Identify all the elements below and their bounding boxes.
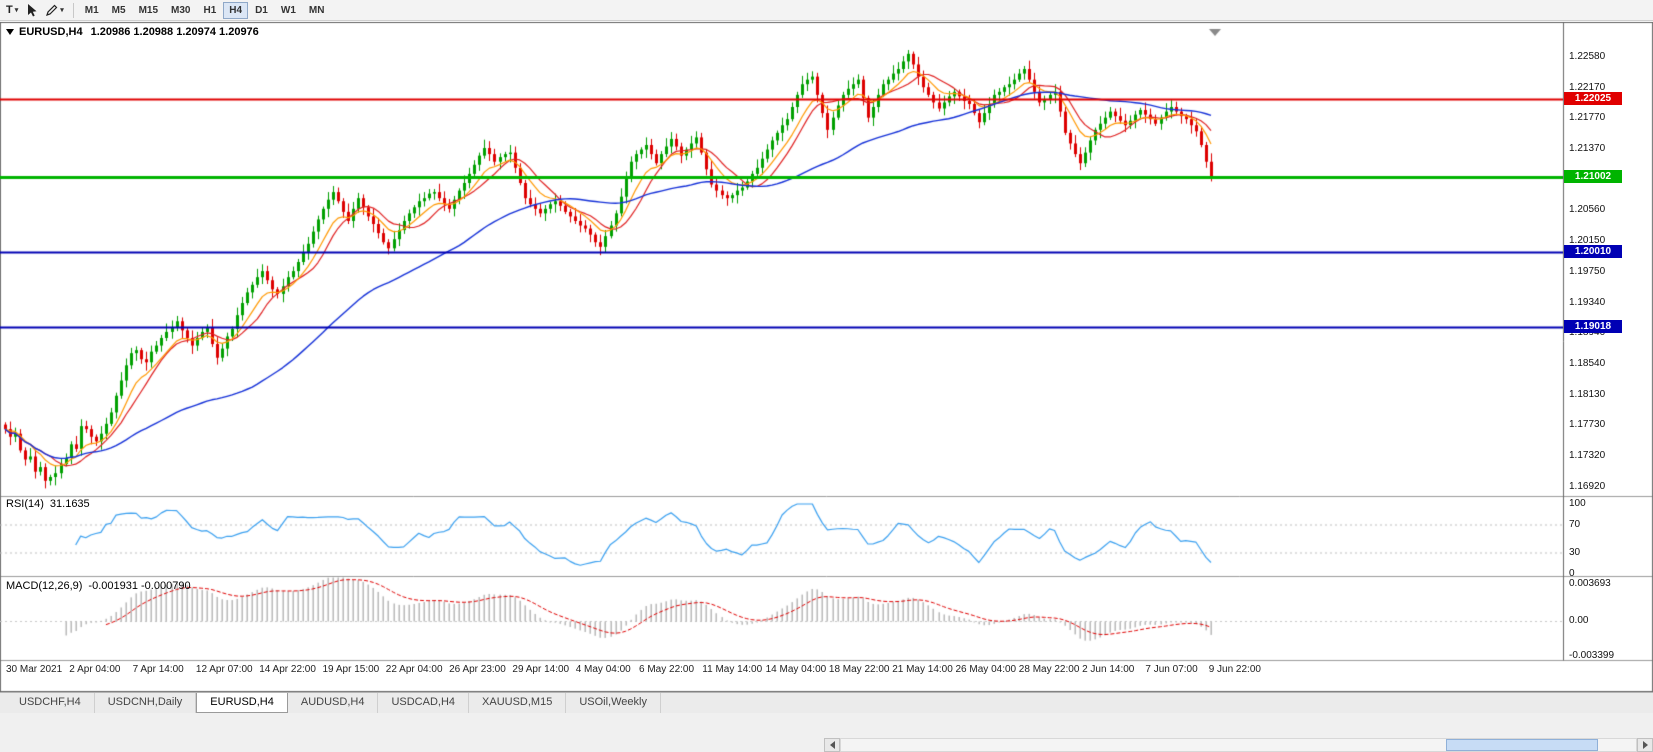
scrollbar-thumb[interactable] xyxy=(1446,739,1598,751)
timeframe-button-w1[interactable]: W1 xyxy=(275,2,302,19)
chart-tab-bar: USDCHF,H4 USDCNH,Daily EURUSD,H4 AUDUSD,… xyxy=(0,692,1653,713)
tab-usoil-weekly[interactable]: USOil,Weekly xyxy=(566,693,661,713)
date-axis-tick: 7 Jun 07:00 xyxy=(1145,664,1198,675)
date-axis-tick: 22 Apr 04:00 xyxy=(385,664,443,675)
price-axis-tick: 1.18130 xyxy=(1569,388,1606,400)
toolbar: T ▾ ▾ M1 M5 M15 M30 H1 H4 D1 W1 MN xyxy=(0,0,1653,21)
tab-usdchf-h4[interactable]: USDCHF,H4 xyxy=(6,693,95,713)
price-level-tag: 1.20010 xyxy=(1564,245,1622,259)
date-axis-tick: 21 May 14:00 xyxy=(892,664,953,675)
macd-axis-tick: 0.003693 xyxy=(1569,578,1611,589)
macd-values: -0.001931 -0.000790 xyxy=(88,580,191,592)
date-axis-tick: 11 May 14:00 xyxy=(702,664,763,675)
timeframe-button-mn[interactable]: MN xyxy=(303,2,331,19)
draw-tool-button[interactable]: ▾ xyxy=(42,1,68,19)
macd-name: MACD(12,26,9) xyxy=(6,580,83,592)
rsi-axis-tick: 100 xyxy=(1569,498,1586,509)
price-axis-tick: 1.20560 xyxy=(1569,204,1606,216)
price-axis-tick: 1.18540 xyxy=(1569,357,1606,369)
arrow-right-icon xyxy=(1642,741,1648,749)
date-axis-tick: 14 May 04:00 xyxy=(765,664,827,675)
rsi-axis-tick: 0 xyxy=(1569,568,1575,579)
date-axis-tick: 26 Apr 23:00 xyxy=(449,664,506,675)
rsi-value: 31.1635 xyxy=(49,498,90,510)
cursor-tool-button[interactable] xyxy=(22,1,42,19)
chart-window: EURUSD,H4 1.20986 1.20988 1.20974 1.20976… xyxy=(0,22,1653,692)
date-axis-tick: 2 Apr 04:00 xyxy=(69,664,121,675)
date-axis-tick: 2 Jun 14:00 xyxy=(1082,664,1135,675)
price-axis-tick: 1.16920 xyxy=(1569,480,1606,492)
date-axis-tick: 28 May 22:00 xyxy=(1018,664,1080,675)
timeframe-button-d1[interactable]: D1 xyxy=(249,2,274,19)
price-axis-tick: 1.17320 xyxy=(1569,450,1606,462)
tab-xauusd-m15[interactable]: XAUUSD,M15 xyxy=(469,693,567,713)
caret-down-icon: ▾ xyxy=(14,7,19,14)
price-axis-tick: 1.17730 xyxy=(1569,419,1606,431)
date-axis-tick: 29 Apr 14:00 xyxy=(512,664,570,675)
chart-ohlc-values: 1.20986 1.20988 1.20974 1.20976 xyxy=(90,26,259,38)
arrow-left-icon xyxy=(829,741,835,749)
price-axis-tick: 1.21770 xyxy=(1569,112,1606,124)
date-axis-tick: 7 Apr 14:00 xyxy=(132,664,184,675)
pencil-icon xyxy=(46,4,58,16)
tab-audusd-h4[interactable]: AUDUSD,H4 xyxy=(288,693,379,713)
cursor-icon xyxy=(27,3,37,16)
text-tool-button[interactable]: T ▾ xyxy=(2,1,22,19)
macd-axis-tick: -0.003399 xyxy=(1569,650,1615,661)
price-axis-tick: 1.22580 xyxy=(1569,50,1606,62)
timeframe-button-m1[interactable]: M1 xyxy=(79,2,105,19)
tab-usdcnh-daily[interactable]: USDCNH,Daily xyxy=(95,693,197,713)
date-axis-tick: 4 May 04:00 xyxy=(575,664,631,675)
toolbar-separator xyxy=(72,2,74,18)
chart-symbol-label: EURUSD,H4 xyxy=(19,26,83,38)
timeframe-button-m5[interactable]: M5 xyxy=(106,2,132,19)
date-axis-tick: 26 May 04:00 xyxy=(955,664,1017,675)
macd-label: MACD(12,26,9) -0.001931 -0.000790 xyxy=(6,580,197,592)
price-level-tag: 1.21002 xyxy=(1564,169,1622,183)
date-axis-tick: 30 Mar 2021 xyxy=(6,664,63,675)
caret-down-icon: ▾ xyxy=(60,7,64,14)
tab-usdcad-h4[interactable]: USDCAD,H4 xyxy=(378,693,470,713)
scroll-left-button[interactable] xyxy=(824,738,840,752)
scrollbar-track[interactable] xyxy=(840,738,1637,752)
timeframe-button-m15[interactable]: M15 xyxy=(133,2,164,19)
horizontal-scrollbar[interactable] xyxy=(824,738,1653,752)
timeframe-button-h1[interactable]: H1 xyxy=(197,2,222,19)
price-axis-tick: 1.22170 xyxy=(1569,82,1606,94)
rsi-name: RSI(14) xyxy=(6,498,44,510)
price-axis-tick: 1.19750 xyxy=(1569,265,1606,277)
price-chart-canvas[interactable] xyxy=(0,22,1653,692)
timeframe-button-h4[interactable]: H4 xyxy=(223,1,249,19)
scroll-right-button[interactable] xyxy=(1637,738,1653,752)
date-axis-tick: 19 Apr 15:00 xyxy=(322,664,380,675)
quotes-panel-toggle-icon[interactable] xyxy=(6,29,14,35)
tab-eurusd-h4[interactable]: EURUSD,H4 xyxy=(196,693,288,713)
price-level-tag: 1.22025 xyxy=(1564,92,1622,106)
date-axis-tick: 18 May 22:00 xyxy=(828,664,890,675)
price-axis-tick: 1.21370 xyxy=(1569,142,1606,154)
price-level-tag: 1.19018 xyxy=(1564,320,1622,334)
date-axis-tick: 6 May 22:00 xyxy=(639,664,695,675)
date-axis-tick: 12 Apr 07:00 xyxy=(195,664,253,675)
timeframe-button-m30[interactable]: M30 xyxy=(165,2,196,19)
rsi-axis-tick: 70 xyxy=(1569,519,1581,530)
rsi-axis-tick: 30 xyxy=(1569,547,1581,558)
price-axis-tick: 1.19340 xyxy=(1569,297,1606,309)
macd-axis-tick: 0.00 xyxy=(1569,615,1589,627)
chart-title: EURUSD,H4 1.20986 1.20988 1.20974 1.20976 xyxy=(6,26,259,38)
price-axis-tick: 1.20150 xyxy=(1569,235,1606,247)
date-axis-tick: 9 Jun 22:00 xyxy=(1208,664,1261,675)
date-axis-tick: 14 Apr 22:00 xyxy=(259,664,316,675)
text-tool-label: T xyxy=(6,4,13,16)
rsi-label: RSI(14) 31.1635 xyxy=(6,498,96,510)
